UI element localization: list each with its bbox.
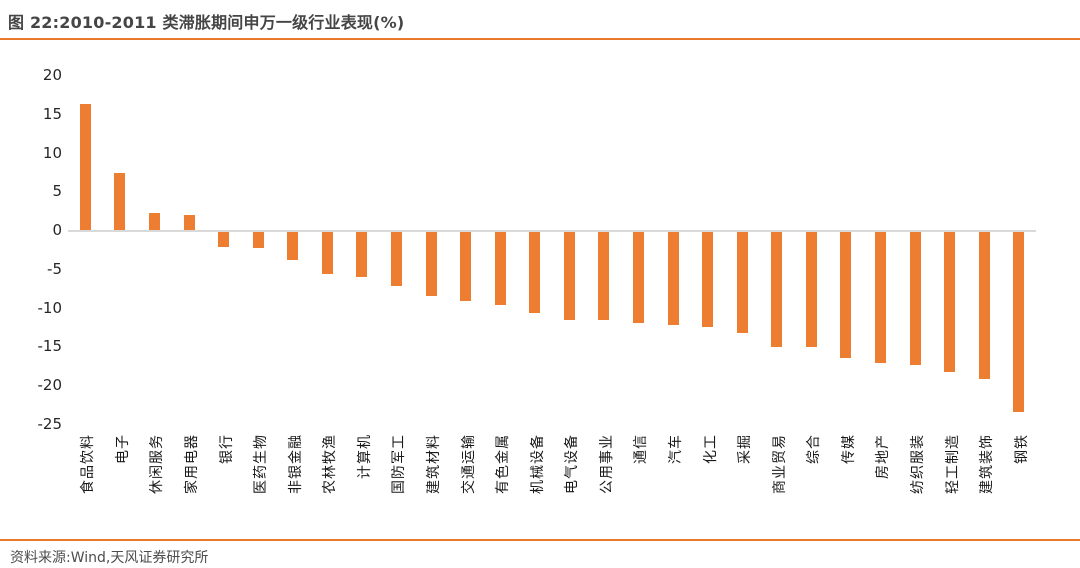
title-divider-line (0, 38, 1080, 40)
x-axis-label-text: 汽车 (668, 434, 684, 464)
y-tick-label: -15 (37, 337, 63, 356)
bar-国防军工 (390, 232, 402, 287)
x-axis-label-text: 交通运输 (460, 434, 477, 494)
bar-汽车 (667, 232, 679, 325)
bar-商业贸易 (771, 232, 783, 347)
x-axis-label-text: 化工 (702, 434, 719, 464)
y-tick-label: 15 (42, 104, 62, 123)
y-tick-label: -20 (37, 376, 63, 394)
bar-纺织服装 (909, 232, 921, 365)
x-axis-label-text: 电子 (114, 434, 131, 464)
x-axis-label-text: 房地产 (875, 434, 892, 479)
bar-采掘 (736, 232, 748, 333)
y-tick-label: -10 (37, 298, 63, 317)
y-tick-label: 20 (42, 66, 62, 84)
x-axis-label-text: 非银金融 (287, 434, 304, 494)
bar-家用电器 (183, 215, 195, 230)
bar-电子 (114, 172, 126, 230)
bar-公用事业 (598, 232, 610, 321)
bar-非银金融 (287, 232, 299, 260)
x-axis-label-text: 综合 (806, 434, 823, 464)
y-tick-label: 10 (42, 143, 62, 162)
x-axis-label-text: 银行 (218, 434, 235, 464)
y-tick-label: 5 (52, 182, 62, 201)
bar-传媒 (840, 232, 852, 358)
x-axis-label-text: 医药生物 (253, 434, 270, 494)
x-axis-label-text: 纺织服装 (910, 434, 926, 494)
bar-建筑装饰 (978, 232, 990, 380)
x-axis-label-text: 休闲服务 (149, 434, 166, 494)
x-axis-label-text: 有色金属 (495, 434, 512, 494)
y-tick-label: 0 (52, 221, 62, 239)
x-axis-label-text: 国防军工 (391, 434, 408, 494)
x-axis-label-text: 建筑装饰 (979, 434, 996, 494)
bar-钢铁 (1013, 232, 1025, 412)
x-axis-label-text: 轻工制造 (944, 434, 961, 494)
bar-房地产 (874, 232, 886, 363)
bar-建筑材料 (425, 232, 437, 296)
x-axis-label-text: 钢铁 (1013, 434, 1030, 464)
zero-axis-line (68, 230, 1036, 232)
x-axis-label-text: 建筑材料 (426, 434, 442, 494)
y-tick-label: -25 (37, 414, 63, 433)
bar-轻工制造 (944, 232, 956, 372)
x-axis-label-text: 传媒 (840, 434, 857, 464)
bar-交通运输 (460, 232, 472, 301)
bar-食品饮料 (79, 103, 91, 230)
bar-计算机 (356, 232, 368, 277)
bar-机械设备 (529, 232, 541, 314)
bar-休闲服务 (148, 212, 160, 230)
x-axis-label-text: 商业贸易 (771, 434, 788, 494)
x-axis-label-text: 食品饮料 (80, 434, 97, 494)
bar-医药生物 (252, 232, 264, 248)
bar-电气设备 (563, 232, 575, 320)
x-axis-label-text: 计算机 (356, 434, 373, 479)
x-axis-label-text: 公用事业 (598, 434, 615, 494)
x-axis-label-text: 采掘 (737, 434, 754, 464)
bar-银行 (218, 232, 230, 247)
bar-综合 (805, 232, 817, 348)
y-tick-label: -5 (47, 259, 62, 278)
figure-title: 图 22:2010-2011 类滞胀期间申万一级行业表现(%) (8, 13, 405, 32)
bar-通信 (632, 232, 644, 323)
bar-农林牧渔 (321, 232, 333, 274)
bar-化工 (702, 232, 714, 328)
bar-有色金属 (494, 232, 506, 305)
footer-divider-line (0, 539, 1080, 541)
x-axis-label-text: 通信 (633, 434, 650, 464)
bar-chart: 20 15 10 5 0 -5 -10 -15 -20 -25 食品饮料 电子 休闲服务 家用电器 银行医… (0, 50, 1080, 530)
x-axis-label-text: 家用电器 (184, 434, 200, 494)
source-note: 资料来源:Wind,天风证券研究所 (10, 550, 209, 566)
x-axis-label-text: 农林牧渔 (322, 434, 339, 494)
x-axis-label-text: 机械设备 (529, 434, 546, 494)
x-axis-label-text: 电气设备 (564, 434, 581, 494)
